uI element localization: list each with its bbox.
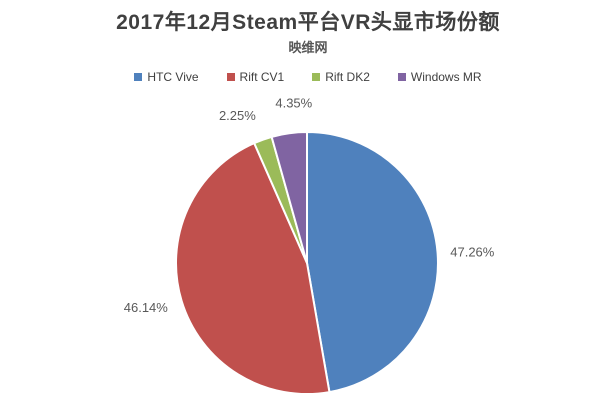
- legend-item-rift-dk2: Rift DK2: [312, 70, 370, 84]
- chart-title: 2017年12月Steam平台VR头显市场份额: [116, 11, 500, 34]
- legend-item-windows-mr: Windows MR: [397, 70, 482, 84]
- legend-swatch-icon: [312, 73, 321, 81]
- legend-item-htc-vive: HTC Vive: [134, 70, 199, 84]
- data-label-rift-dk2: 2.25%: [219, 108, 256, 123]
- chart-subtitle: 映维网: [288, 40, 328, 55]
- data-label-windows-mr: 4.35%: [275, 96, 312, 111]
- legend-swatch-icon: [397, 73, 406, 81]
- chart-legend: HTC Vive Rift CV1 Rift DK2 Windows MR: [0, 70, 616, 84]
- pie-slice-rift-cv1: [175, 142, 331, 395]
- legend-label: Windows MR: [410, 70, 482, 84]
- legend-swatch-icon: [134, 73, 143, 81]
- pie-slice-windows-mr: [270, 131, 308, 264]
- data-label-htc-vive: 47.26%: [450, 245, 495, 260]
- data-label-rift-cv1: 46.14%: [124, 300, 169, 315]
- legend-swatch-icon: [226, 73, 235, 81]
- legend-label: Rift CV1: [239, 70, 285, 84]
- pie-slice-htc-vive: [306, 131, 439, 394]
- legend-label: HTC Vive: [147, 70, 199, 84]
- legend-item-rift-cv1: Rift CV1: [226, 70, 285, 84]
- legend-label: Rift DK2: [325, 70, 370, 84]
